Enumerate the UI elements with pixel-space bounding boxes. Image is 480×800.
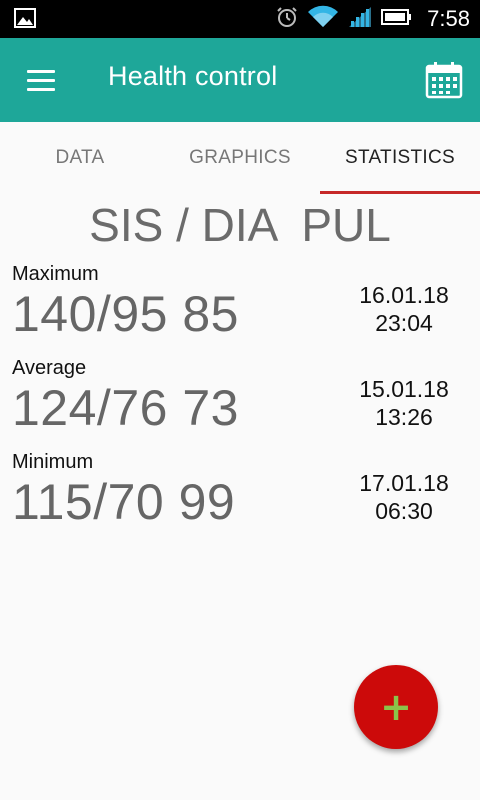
add-button[interactable]: + <box>354 665 438 749</box>
tab-graphics[interactable]: GRAPHICS <box>160 122 320 194</box>
tab-bar: DATA GRAPHICS STATISTICS <box>0 122 480 194</box>
stat-date: 15.01.18 <box>359 376 449 402</box>
stat-date: 17.01.18 <box>359 470 449 496</box>
stat-time: 13:26 <box>375 404 433 430</box>
menu-button[interactable] <box>20 64 62 98</box>
stat-label: Maximum <box>12 263 99 285</box>
stat-label: Average <box>12 357 87 379</box>
stat-value: 140/95 85 <box>12 286 239 342</box>
status-bar: 7:58 <box>0 0 480 38</box>
stat-value: 115/70 99 <box>12 474 236 530</box>
alarm-icon <box>275 5 299 33</box>
stat-value: 124/76 73 <box>12 380 239 436</box>
stat-time: 06:30 <box>375 498 433 524</box>
battery-icon <box>381 7 413 31</box>
tab-statistics[interactable]: STATISTICS <box>320 122 480 194</box>
app-bar: Health control <box>0 38 480 122</box>
tab-indicator <box>320 191 480 194</box>
menu-icon <box>27 70 55 73</box>
calendar-icon <box>425 62 463 99</box>
status-time: 7:58 <box>427 6 470 31</box>
tab-label: GRAPHICS <box>189 147 291 168</box>
wifi-icon <box>307 5 339 33</box>
stat-date: 16.01.18 <box>359 282 449 308</box>
stat-time: 23:04 <box>375 310 433 336</box>
image-icon <box>14 8 36 32</box>
stat-average: Average 124/76 73 15.01.18 13:26 <box>0 357 480 451</box>
tab-label: STATISTICS <box>345 147 455 168</box>
stat-datetime: 15.01.18 13:26 <box>344 375 464 431</box>
stat-maximum: Maximum 140/95 85 16.01.18 23:04 <box>0 263 480 357</box>
app-title: Health control <box>108 61 278 91</box>
signal-icon <box>347 5 373 33</box>
stat-label: Minimum <box>12 451 94 473</box>
statistics-heading: SIS / DIA PUL <box>89 199 391 251</box>
stat-minimum: Minimum 115/70 99 17.01.18 06:30 <box>0 451 480 545</box>
stat-datetime: 16.01.18 23:04 <box>344 281 464 337</box>
tab-data[interactable]: DATA <box>0 122 160 194</box>
stat-datetime: 17.01.18 06:30 <box>344 469 464 525</box>
tab-label: DATA <box>55 147 105 168</box>
calendar-button[interactable] <box>424 60 464 100</box>
plus-icon: + <box>380 685 412 729</box>
